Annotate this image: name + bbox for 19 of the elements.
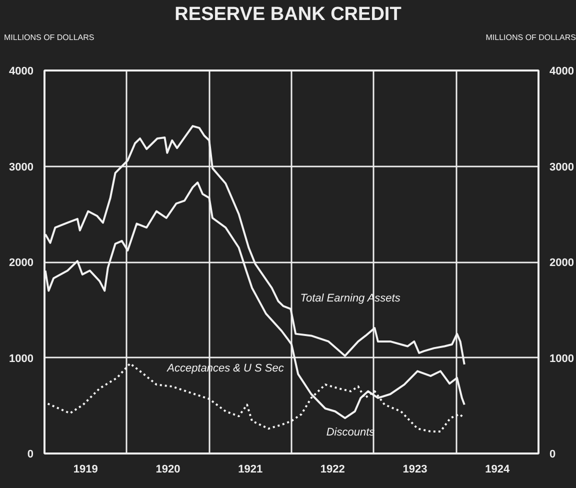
x-tick-label: 1922 [320,464,345,476]
x-tick-label: 1923 [402,464,428,476]
y2-tick-label: 0 [550,448,556,460]
y2-tick-label: 2000 [550,257,574,269]
x-tick-label: 1924 [485,464,510,476]
y-tick-label: 1000 [9,352,34,365]
x-tick-label: 1921 [238,464,263,476]
y-tick-label: 4000 [9,66,34,78]
x-tick-label: 1919 [73,464,98,476]
x-tick-label: 1920 [156,464,180,476]
y2-tick-label: 1000 [550,352,574,365]
y-tick-label: 0 [27,448,34,460]
y2-tick-label: 3000 [550,161,574,174]
y-tick-label: 3000 [9,161,34,174]
y-axis-title: MILLIONS OF DOLLARS [4,32,94,44]
y2-tick-label: 4000 [550,66,574,78]
y-tick-label: 2000 [9,257,34,269]
y2-axis-title: MILLIONS OF DOLLARS [486,32,576,44]
chart-title: RESERVE BANK CREDIT [174,3,402,27]
